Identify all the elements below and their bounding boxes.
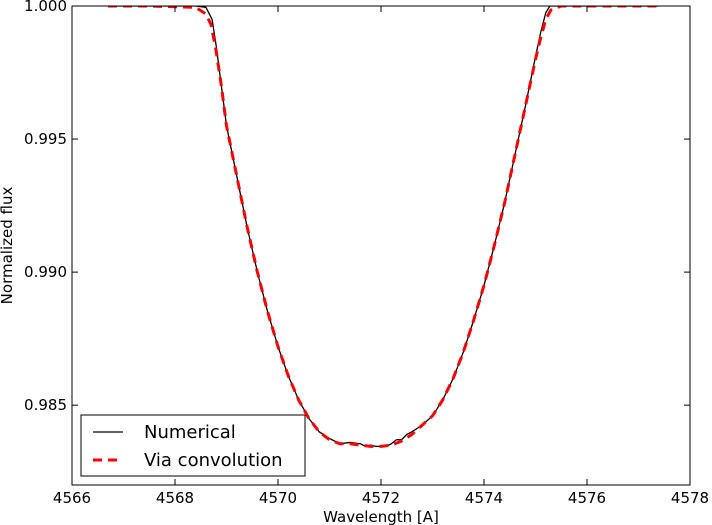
x-tick-label: 4566 bbox=[53, 489, 91, 507]
axis-tick-labels: 4566 4568 4570 4572 4574 4576 4578 0.985 0.990 0.… bbox=[24, 0, 709, 507]
plot-lines bbox=[108, 6, 660, 448]
y-tick-label: 0.990 bbox=[24, 263, 67, 281]
x-tick-label: 4572 bbox=[362, 489, 400, 507]
y-tick-label: 0.985 bbox=[24, 396, 67, 414]
series-line-via-convolution bbox=[108, 6, 660, 448]
x-tick-label: 4574 bbox=[465, 489, 503, 507]
legend-box bbox=[80, 414, 306, 477]
y-tick-label: 1.000 bbox=[24, 0, 67, 15]
x-axis-label: Wavelength [A] bbox=[323, 508, 439, 525]
x-tick-label: 4570 bbox=[259, 489, 297, 507]
legend: Numerical Via convolution bbox=[80, 414, 306, 477]
axis-ticks bbox=[71, 5, 691, 485]
x-tick-label: 4568 bbox=[156, 489, 194, 507]
legend-label-via-convolution: Via convolution bbox=[144, 450, 283, 471]
y-axis-label: Normalized flux bbox=[0, 187, 16, 305]
y-tick-label: 0.995 bbox=[24, 130, 67, 148]
legend-label-numerical: Numerical bbox=[144, 422, 236, 443]
x-tick-label: 4576 bbox=[568, 489, 606, 507]
x-tick-label: 4578 bbox=[671, 489, 709, 507]
